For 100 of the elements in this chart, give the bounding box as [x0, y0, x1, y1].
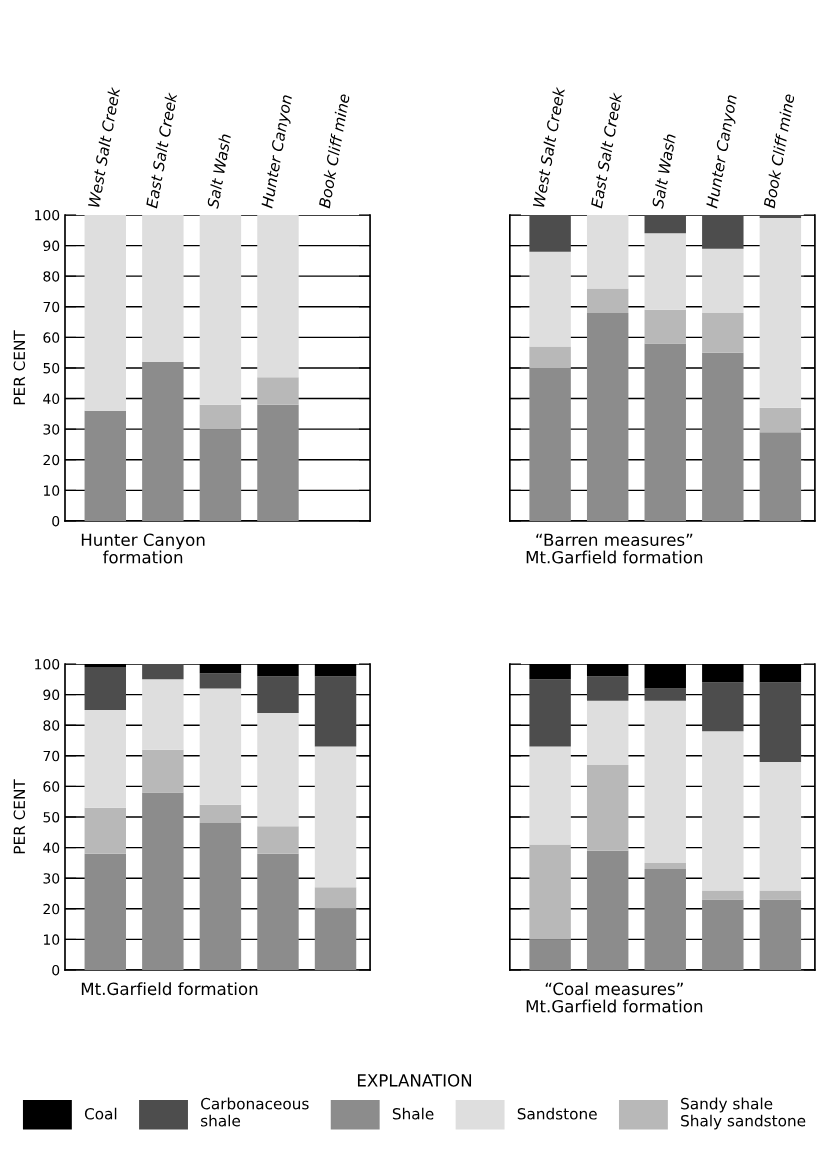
bar	[586, 850, 629, 970]
bar	[702, 214, 744, 249]
x-tick-label: Book Cliff mine	[318, 93, 350, 209]
bar	[702, 248, 744, 313]
bar	[84, 709, 127, 808]
bar	[529, 346, 571, 368]
bar	[142, 664, 184, 680]
bar	[199, 804, 242, 824]
bar	[759, 218, 802, 408]
bar	[586, 214, 629, 289]
bar	[84, 410, 127, 521]
y-tick-label: 100	[35, 209, 60, 221]
bar	[586, 288, 629, 313]
y-tick-label: 60	[43, 332, 60, 343]
bar	[759, 214, 802, 219]
x-tick-label: Book Cliff mine	[763, 93, 795, 209]
bar	[759, 407, 802, 433]
x-tick-label: West Salt Creek	[87, 86, 121, 208]
bar	[529, 251, 571, 347]
x-tick-label: East Salt Creek	[145, 91, 178, 209]
bar	[644, 343, 686, 521]
legend-label: Sandstone	[517, 1107, 597, 1120]
y-tick-label: 20	[43, 454, 60, 466]
bar	[759, 890, 802, 900]
bar	[759, 432, 802, 521]
bar	[529, 844, 571, 940]
bar	[644, 309, 686, 344]
bar	[702, 731, 744, 891]
x-tick-label: Salt Wash	[206, 133, 232, 209]
bar	[142, 792, 184, 970]
bar	[644, 862, 686, 870]
bar	[257, 853, 299, 970]
legend-title: EXPLANATION	[357, 1074, 472, 1087]
bar	[529, 939, 571, 970]
bar	[314, 746, 357, 888]
x-axis-title: “Barren measures” Mt.Garfield formation	[526, 533, 703, 564]
y-tick-label: 0	[52, 515, 60, 527]
x-axis-title: “Coal measures” Mt.Garfield formation	[526, 982, 703, 1013]
y-tick-label: 90	[43, 240, 60, 252]
bar	[314, 908, 357, 970]
bar	[759, 899, 802, 970]
bar	[529, 367, 571, 521]
bar	[529, 214, 571, 252]
bar	[759, 761, 802, 891]
bar	[314, 887, 357, 909]
y-tick-label: 100	[35, 658, 60, 670]
bar	[199, 673, 242, 689]
bar	[84, 214, 127, 411]
bar	[257, 712, 299, 827]
bar	[644, 233, 686, 310]
bar	[257, 826, 299, 854]
y-tick-label: 40	[43, 393, 60, 405]
x-tick-label: East Salt Creek	[590, 91, 623, 209]
bar	[702, 890, 744, 900]
x-tick-label: Hunter Canyon	[261, 94, 296, 210]
bar	[586, 312, 629, 521]
bar	[199, 214, 242, 405]
x-tick-label: Hunter Canyon	[705, 94, 740, 210]
y-tick-label: 70	[43, 750, 60, 762]
y-tick-label: 10	[43, 934, 60, 945]
bar	[84, 853, 127, 970]
bar	[644, 869, 686, 970]
y-tick-label: 30	[43, 873, 60, 884]
bar	[199, 429, 242, 521]
y-tick-label: 70	[43, 301, 60, 313]
legend-label: Sandy shale Shaly sandstone	[681, 1097, 806, 1130]
bar	[702, 352, 744, 521]
y-tick-label: 40	[43, 842, 60, 854]
y-tick-label: 60	[43, 781, 60, 792]
y-tick-label: 0	[52, 964, 60, 976]
bar	[199, 688, 242, 805]
bar	[702, 312, 744, 353]
bar	[257, 676, 299, 713]
y-tick-label: 20	[43, 903, 60, 915]
bar	[644, 700, 686, 863]
bar	[84, 807, 127, 854]
bar	[257, 214, 299, 378]
bar	[529, 679, 571, 747]
bar	[586, 764, 629, 851]
legend-label: Coal	[84, 1107, 117, 1120]
y-tick-label: 50	[43, 811, 60, 823]
bar	[314, 676, 357, 747]
legend-label: Shale	[392, 1107, 434, 1120]
bar	[142, 361, 184, 521]
y-axis-title: PER CENT	[13, 779, 26, 854]
bar	[199, 404, 242, 430]
bar	[142, 679, 184, 750]
bar	[759, 682, 802, 762]
bar	[257, 377, 299, 405]
bar	[142, 749, 184, 793]
bar	[702, 899, 744, 970]
bar	[586, 676, 629, 701]
x-tick-label: West Salt Creek	[532, 86, 566, 208]
bar	[84, 667, 127, 710]
bar	[644, 214, 686, 234]
bar	[644, 688, 686, 701]
legend-label: Carbonaceous shale	[201, 1097, 309, 1127]
y-axis-title: PER CENT	[13, 330, 26, 405]
bar	[257, 404, 299, 521]
bar	[142, 214, 184, 362]
